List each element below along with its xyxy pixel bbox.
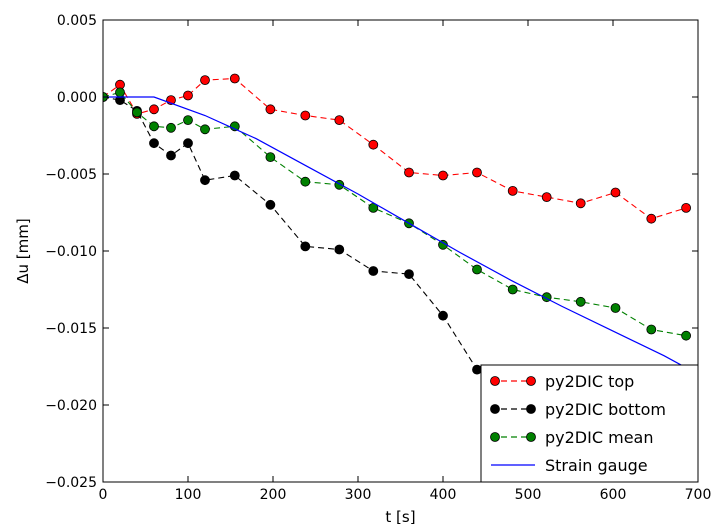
x-tick-label: 100 — [175, 487, 202, 503]
series-line-strain-gauge — [103, 96, 698, 375]
legend-label: py2DIC top — [545, 372, 634, 391]
y-tick-label: −0.025 — [45, 475, 97, 491]
y-axis-label: Δu [mm] — [14, 218, 32, 283]
legend-label: Strain gauge — [545, 456, 648, 475]
legend-swatch-marker — [526, 376, 536, 386]
legend-swatch-marker — [490, 404, 500, 414]
data-point-py2dic-bottom — [149, 138, 159, 149]
y-tick-label: −0.005 — [45, 167, 97, 183]
y-tick-label: −0.015 — [45, 321, 97, 337]
data-point-py2dic-top — [265, 104, 276, 115]
data-point-py2dic-mean — [575, 296, 586, 307]
data-point-py2dic-mean — [166, 122, 176, 133]
data-point-py2dic-top — [334, 115, 345, 125]
data-point-py2dic-mean — [183, 115, 193, 125]
data-point-py2dic-top — [681, 202, 691, 213]
legend-swatch-marker — [490, 376, 500, 386]
data-point-py2dic-bottom — [472, 364, 482, 375]
data-point-py2dic-top — [646, 213, 657, 224]
data-point-py2dic-mean — [610, 303, 621, 313]
legend-label: py2DIC bottom — [545, 400, 666, 419]
legend-swatch-marker — [526, 404, 536, 414]
x-tick-label: 400 — [430, 487, 457, 503]
y-tick-label: 0.000 — [57, 90, 97, 106]
data-point-py2dic-top — [472, 167, 482, 178]
series-line-py2dic-mean — [103, 91, 687, 337]
data-point-py2dic-mean — [507, 284, 518, 295]
x-tick-label: 300 — [345, 487, 372, 503]
x-tick-label: 200 — [260, 487, 287, 503]
data-point-py2dic-top — [200, 75, 210, 85]
data-point-py2dic-top — [149, 104, 159, 115]
data-point-py2dic-top — [229, 73, 240, 84]
data-point-py2dic-bottom — [368, 266, 379, 276]
data-point-py2dic-bottom — [200, 175, 210, 186]
data-point-py2dic-bottom — [438, 310, 448, 321]
x-tick-label: 600 — [600, 487, 627, 503]
data-point-py2dic-bottom — [265, 199, 276, 210]
data-point-py2dic-mean — [646, 324, 657, 335]
data-point-py2dic-mean — [132, 107, 142, 118]
legend-box — [480, 364, 699, 483]
data-point-py2dic-mean — [115, 87, 125, 98]
data-point-py2dic-bottom — [166, 150, 176, 161]
legend-swatch-marker — [490, 432, 500, 442]
data-point-py2dic-mean — [200, 124, 210, 135]
data-point-py2dic-top — [404, 167, 414, 178]
ticks-layer: 0 100 200 300 400 500 600 700 −0.025 −0.020 −0.015… — [45, 13, 711, 503]
data-point-py2dic-bottom — [404, 269, 414, 280]
data-point-py2dic-mean — [300, 176, 311, 187]
y-tick-label: 0.005 — [57, 13, 97, 29]
legend-swatch-marker — [526, 432, 536, 442]
legend: py2DIC top py2DIC bottom py2DIC mean Strain… — [480, 364, 699, 483]
x-tick-label: 500 — [515, 487, 542, 503]
series-line-py2dic-top — [103, 77, 687, 220]
data-point-py2dic-top — [507, 185, 518, 196]
data-point-py2dic-bottom — [229, 170, 240, 181]
data-point-py2dic-mean — [149, 121, 159, 132]
x-tick-label: 700 — [685, 487, 712, 503]
data-point-py2dic-top — [575, 198, 586, 209]
x-tick-label: 0 — [99, 487, 108, 503]
data-point-py2dic-top — [610, 187, 621, 198]
data-point-py2dic-mean — [681, 330, 691, 341]
data-point-py2dic-top — [438, 170, 448, 181]
data-point-py2dic-top — [183, 90, 193, 101]
data-point-py2dic-bottom — [334, 244, 345, 255]
data-point-py2dic-top — [368, 139, 379, 150]
data-point-py2dic-top — [541, 192, 552, 203]
data-point-py2dic-bottom — [183, 138, 193, 149]
data-point-py2dic-bottom — [300, 241, 311, 252]
x-axis-label: t [s] — [385, 508, 415, 526]
legend-label: py2DIC mean — [545, 428, 653, 447]
y-tick-label: −0.020 — [45, 398, 97, 414]
data-point-py2dic-mean — [265, 152, 276, 163]
data-point-py2dic-mean — [472, 264, 482, 275]
data-point-py2dic-top — [300, 110, 311, 121]
y-tick-label: −0.010 — [45, 244, 97, 260]
